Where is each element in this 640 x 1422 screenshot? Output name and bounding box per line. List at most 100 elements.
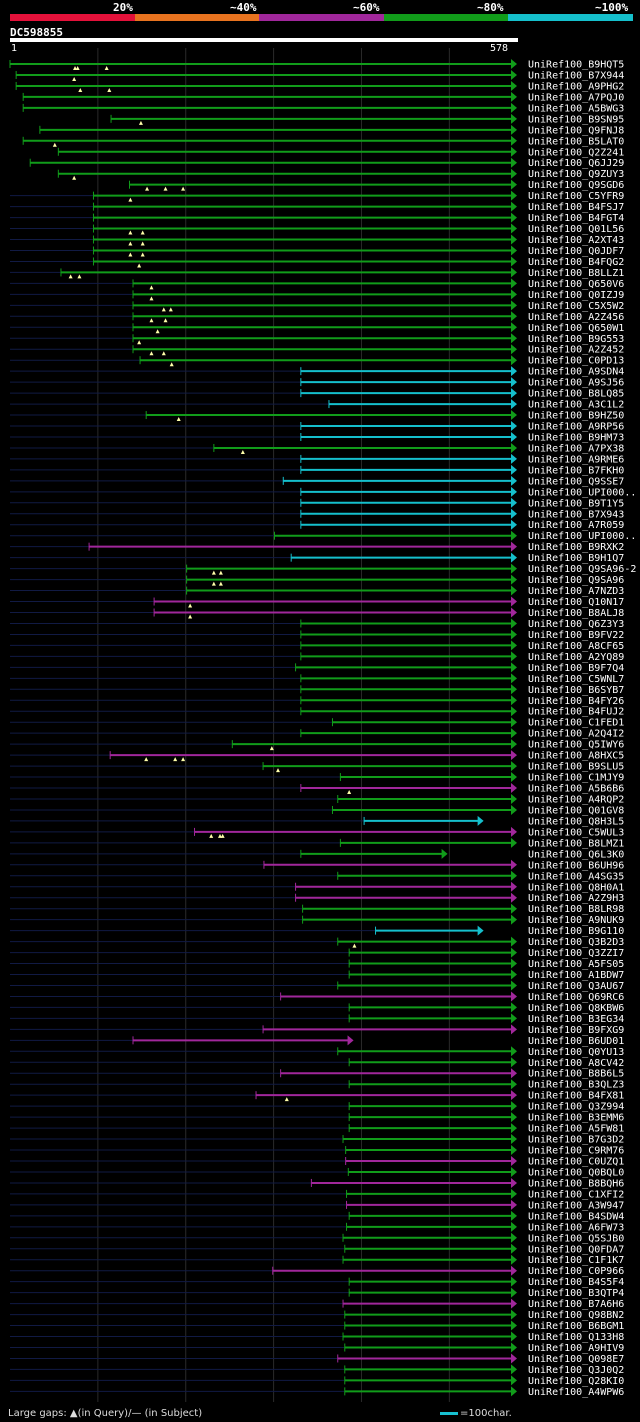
hit-label: UniRef100_A9HIV9 (528, 1343, 624, 1354)
hit-arrow (511, 475, 517, 486)
hit-label: UniRef100_B9RXK2 (528, 542, 624, 553)
hit-arrow (511, 1232, 517, 1243)
hit-label: UniRef100_A7PQJ0 (528, 92, 624, 103)
query-gap-marker (128, 197, 133, 202)
hit-label: UniRef100_Q650V6 (528, 279, 624, 290)
hit-arrow (511, 804, 517, 815)
hit-arrow (511, 1024, 517, 1035)
hit-label: UniRef100_B8ALJ8 (528, 608, 624, 619)
query-gap-marker (140, 241, 145, 246)
query-gap-marker (352, 943, 357, 948)
hit-arrow (511, 1079, 517, 1090)
hit-label: UniRef100_Q3AU67 (528, 981, 624, 992)
hit-arrow (511, 837, 517, 848)
hit-label: UniRef100_Q9SSE7 (528, 476, 624, 487)
hit-arrow (511, 1309, 517, 1320)
hit-arrow (511, 574, 517, 585)
hit-label: UniRef100_B4FQG2 (528, 257, 624, 268)
hit-label: UniRef100_B6BGM1 (528, 1321, 624, 1332)
hit-arrow (477, 815, 484, 826)
query-gap-marker (218, 833, 223, 838)
scale-swatch (440, 1411, 458, 1415)
hit-arrow (511, 1276, 517, 1287)
hit-label: UniRef100_B3EG34 (528, 1014, 624, 1025)
hit-arrow (477, 925, 484, 936)
query-gap-marker (181, 186, 186, 191)
hit-arrow (511, 464, 517, 475)
hit-arrow (511, 826, 517, 837)
hit-label: UniRef100_Q3ZZI7 (528, 948, 624, 959)
query-title: DC598855 (10, 26, 63, 39)
hit-arrow (511, 947, 517, 958)
hit-arrow (511, 223, 517, 234)
hit-arrow (511, 1254, 517, 1265)
query-gap-marker (169, 362, 174, 367)
hit-arrow (511, 212, 517, 223)
hit-label: UniRef100_Q9ZUY3 (528, 169, 624, 180)
hit-label: UniRef100_C0UZQ1 (528, 1157, 624, 1168)
hit-label: UniRef100_A9RME6 (528, 454, 624, 465)
hit-label: UniRef100_B8LLZ1 (528, 268, 624, 279)
query-gap-marker (218, 570, 223, 575)
hit-arrow (511, 1046, 517, 1057)
hit-arrow (511, 1353, 517, 1364)
query-gap-marker (163, 186, 168, 191)
hit-arrow (511, 453, 517, 464)
query-gap-marker (181, 757, 186, 762)
hit-label: UniRef100_A3C1L2 (528, 400, 624, 411)
legend-label-4: ~80% (477, 1, 504, 14)
hit-arrow (511, 618, 517, 629)
hit-arrow (511, 936, 517, 947)
query-gap-marker (140, 252, 145, 257)
hit-arrow (511, 519, 517, 530)
hit-arrow (511, 1101, 517, 1112)
hit-label: UniRef100_Q8H3L5 (528, 816, 624, 827)
hit-label: UniRef100_Q9FNJ8 (528, 125, 624, 136)
hit-arrow (511, 1112, 517, 1123)
hit-arrow (511, 245, 517, 256)
ruler-end-label: 578 (490, 43, 509, 54)
query-gap-marker (72, 76, 77, 81)
query-gap-marker (140, 230, 145, 235)
hit-arrow (511, 344, 517, 355)
query-gap-marker (275, 768, 280, 773)
legend-label-3: ~60% (353, 1, 380, 14)
hit-label: UniRef100_Q0YU13 (528, 1047, 624, 1058)
hit-arrow (511, 1156, 517, 1166)
hit-arrow (511, 881, 517, 892)
hit-arrow (511, 1210, 517, 1221)
hit-label: UniRef100_B9SN95 (528, 114, 624, 125)
hit-arrow (511, 80, 517, 91)
hit-label: UniRef100_Q0BQL0 (528, 1167, 624, 1178)
hit-label: UniRef100_B4FX81 (528, 1091, 624, 1102)
hit-label: UniRef100_Q2Z241 (528, 147, 624, 158)
hit-arrow (511, 311, 517, 322)
hit-label: UniRef100_B9G110 (528, 926, 624, 937)
query-gap-marker (149, 318, 154, 323)
hit-label: UniRef100_A5B6B6 (528, 784, 624, 795)
hit-label: UniRef100_Q650W1 (528, 323, 624, 334)
hit-arrow (511, 859, 517, 870)
hit-label: UniRef100_C5YFR9 (528, 191, 624, 202)
hit-label: UniRef100_B4FGT4 (528, 213, 624, 224)
hit-arrow (511, 772, 517, 783)
hit-label: UniRef100_A7PX38 (528, 443, 624, 454)
hit-arrow (511, 497, 517, 508)
hit-arrow (511, 179, 517, 190)
scale-legend-text: =100char. (460, 1408, 512, 1419)
hit-label: UniRef100_Q0FDA7 (528, 1244, 624, 1255)
legend-segment-4 (383, 14, 508, 21)
legend-segment-3 (259, 14, 384, 21)
hit-arrow (511, 1068, 517, 1079)
hit-arrow (511, 728, 517, 739)
query-gap-marker (149, 285, 154, 290)
hit-arrow (511, 903, 517, 914)
hit-arrow (511, 1298, 517, 1309)
hit-arrow (511, 1166, 517, 1177)
query-gap-marker (155, 329, 160, 334)
hit-label: UniRef100_C1XFI2 (528, 1189, 624, 1200)
hit-arrow (511, 1386, 517, 1397)
hit-label: UniRef100_Q10N17 (528, 597, 624, 608)
hit-label: UniRef100_A2YQ89 (528, 652, 624, 663)
